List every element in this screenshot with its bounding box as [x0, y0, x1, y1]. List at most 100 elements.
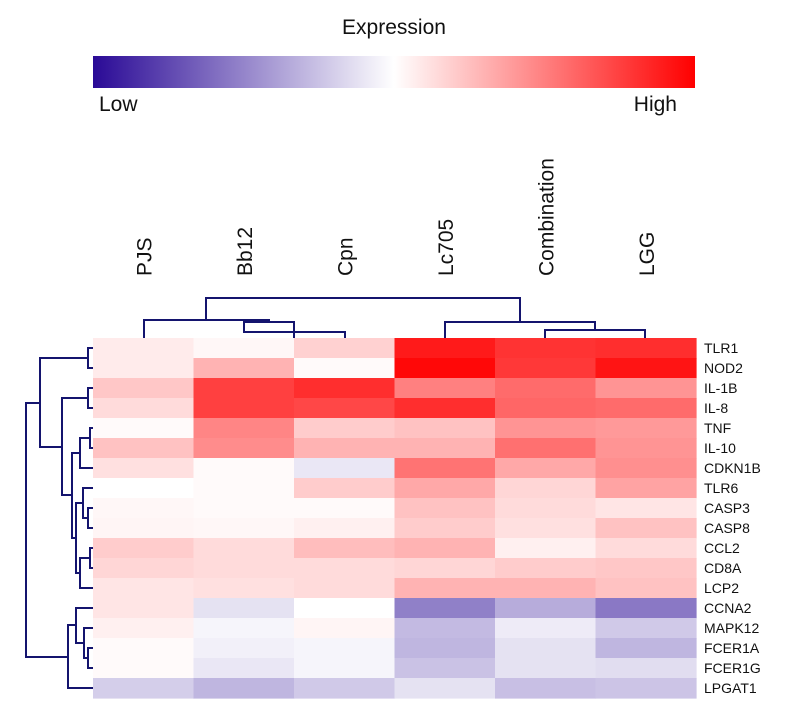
heatmap-cell	[193, 538, 295, 559]
heatmap-cell	[294, 538, 396, 559]
heatmap-cell	[93, 518, 195, 539]
heatmap-cell	[394, 478, 496, 499]
heatmap-cell	[394, 518, 496, 539]
heatmap-cell	[495, 338, 597, 359]
heatmap-cell	[394, 418, 496, 439]
heatmap-cell	[595, 658, 697, 679]
row-label: FCER1A	[704, 640, 760, 656]
legend-gradient-bar	[93, 56, 695, 88]
heatmap-cell	[595, 358, 697, 379]
row-label: TNF	[704, 420, 731, 436]
heatmap-cell	[394, 458, 496, 479]
heatmap-cell	[93, 358, 195, 379]
heatmap-cell	[495, 538, 597, 559]
heatmap-cell	[93, 438, 195, 459]
heatmap-cell	[93, 378, 195, 399]
heatmap-cell	[595, 338, 697, 359]
heatmap-cell	[394, 378, 496, 399]
heatmap-cell	[93, 598, 195, 619]
heatmap-cell	[495, 418, 597, 439]
heatmap-cell	[394, 578, 496, 599]
heatmap-cell	[595, 398, 697, 419]
row-label: LCP2	[704, 580, 739, 596]
column-label: PJS	[133, 237, 156, 276]
heatmap-cell	[193, 618, 295, 639]
heatmap-cell	[93, 618, 195, 639]
heatmap-cell	[193, 478, 295, 499]
column-label: Lc705	[435, 219, 458, 276]
heatmap-cell	[394, 678, 496, 699]
heatmap-cell	[193, 558, 295, 579]
heatmap-cell	[93, 538, 195, 559]
heatmap-cell	[495, 378, 597, 399]
heatmap-cell	[93, 578, 195, 599]
column-label: Cpn	[334, 237, 357, 276]
row-label: MAPK12	[704, 620, 759, 636]
heatmap-cell	[495, 638, 597, 659]
heatmap-cell	[595, 518, 697, 539]
heatmap-cell	[193, 638, 295, 659]
heatmap-cell	[294, 518, 396, 539]
heatmap-cell	[193, 518, 295, 539]
column-label: LGG	[636, 232, 659, 276]
heatmap-cell	[294, 458, 396, 479]
heatmap-cell	[294, 378, 396, 399]
heatmap-cell	[495, 618, 597, 639]
column-dendrogram	[143, 297, 646, 340]
heatmap-cell	[394, 598, 496, 619]
heatmap-cell	[394, 358, 496, 379]
heatmap-cell	[294, 678, 396, 699]
heatmap-cell	[394, 398, 496, 419]
heatmap-cell	[93, 638, 195, 659]
heatmap-cell	[193, 498, 295, 519]
heatmap-cell	[595, 458, 697, 479]
heatmap-cell	[495, 518, 597, 539]
heatmap-cell	[93, 658, 195, 679]
heatmap-cell	[495, 558, 597, 579]
heatmap-cell	[294, 638, 396, 659]
heatmap-cell	[595, 578, 697, 599]
heatmap-cell	[595, 678, 697, 699]
row-labels: TLR1 NOD2 IL-1B IL-8 TNF IL-10 CDKN1B TLR6 CASP3…	[704, 340, 761, 696]
column-label: Bb12	[234, 227, 257, 276]
row-label: CCL2	[704, 540, 740, 556]
heatmap-cell	[294, 558, 396, 579]
row-label: TLR6	[704, 480, 738, 496]
heatmap-cell	[595, 558, 697, 579]
heatmap-cells	[93, 338, 697, 699]
row-label: IL-1B	[704, 380, 737, 396]
heatmap-cell	[394, 338, 496, 359]
heatmap-cell	[294, 578, 396, 599]
heatmap-cell	[193, 398, 295, 419]
heatmap-cell	[595, 378, 697, 399]
heatmap-cell	[495, 578, 597, 599]
heatmap-cell	[595, 618, 697, 639]
heatmap-cell	[294, 478, 396, 499]
row-label: TLR1	[704, 340, 738, 356]
heatmap-cell	[294, 438, 396, 459]
row-label: IL-10	[704, 440, 736, 456]
heatmap-cell	[495, 358, 597, 379]
heatmap-cell	[595, 418, 697, 439]
heatmap-cell	[193, 418, 295, 439]
heatmap-cell	[294, 398, 396, 419]
heatmap-cell	[495, 498, 597, 519]
heatmap-cell	[495, 438, 597, 459]
heatmap-cell	[93, 678, 195, 699]
heatmap-cell	[294, 618, 396, 639]
heatmap-cell	[193, 578, 295, 599]
legend-title: Expression	[342, 16, 446, 39]
heatmap-cell	[394, 638, 496, 659]
heatmap-cell	[495, 678, 597, 699]
row-dendrogram	[25, 347, 93, 689]
heatmap-cell	[193, 458, 295, 479]
heatmap-cell	[193, 678, 295, 699]
row-label: CASP3	[704, 500, 750, 516]
heatmap-cell	[193, 598, 295, 619]
row-label: LPGAT1	[704, 680, 757, 696]
heatmap-cell	[394, 658, 496, 679]
heatmap-cell	[294, 358, 396, 379]
heatmap-cell	[495, 598, 597, 619]
heatmap-cell	[193, 358, 295, 379]
heatmap-cell	[93, 398, 195, 419]
